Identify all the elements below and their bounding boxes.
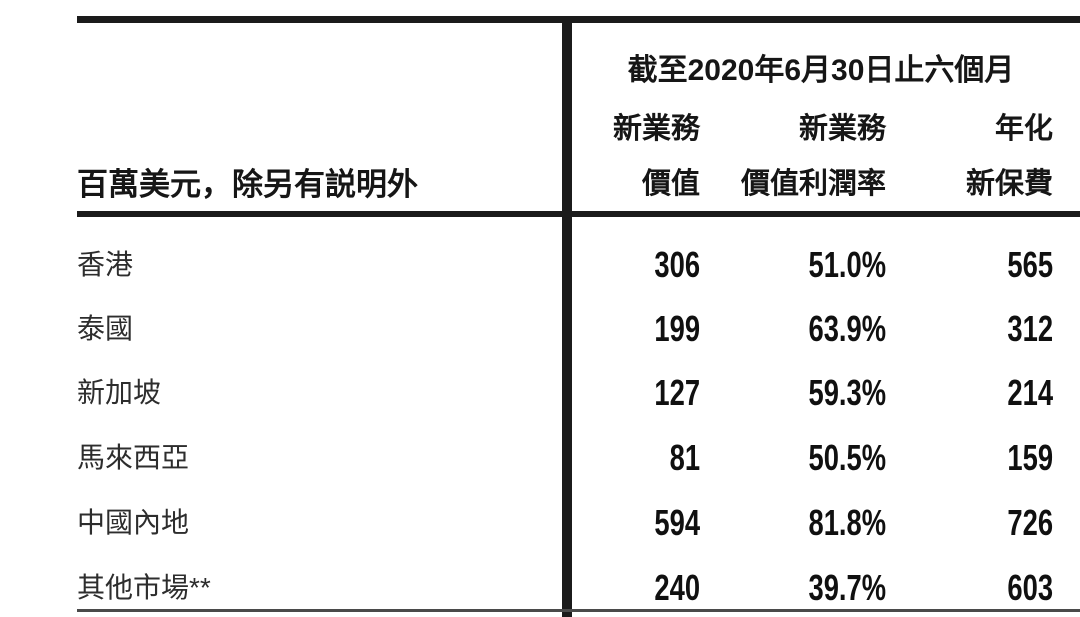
table-row-thailand: 泰國 199 63.9% 312 [0,307,1080,351]
anp-value: 312 [1007,308,1053,349]
unit-note: 百萬美元，除另有説明外 [77,167,418,202]
table-top-border [77,16,1080,23]
table-row-hong-kong: 香港 306 51.0% 565 [0,243,1080,287]
nbv-value: 594 [654,502,700,543]
anp-value: 565 [1007,244,1053,285]
market-label: 其他市場** [77,572,211,603]
market-label: 中國內地 [77,507,190,538]
nbv-value: 306 [654,244,700,285]
nbv-margin-value: 63.9% [808,308,886,349]
market-label: 香港 [77,249,134,280]
column-header-line-1: 年化 [994,113,1053,145]
column-header-line-2: 價值 [641,168,700,200]
nbv-value: 127 [654,372,700,413]
table-bottom-border [77,609,1080,612]
column-header-line-1: 新業務 [798,113,886,145]
column-header-line-1: 新業務 [612,113,700,145]
column-header-line-2: 價值利潤率 [740,168,886,200]
anp-value: 726 [1007,502,1053,543]
nbv-margin-value: 59.3% [808,372,886,413]
nbv-margin-value: 39.7% [808,567,886,608]
anp-value: 603 [1007,567,1053,608]
nbv-value: 240 [654,567,700,608]
nbv-value: 81 [669,437,700,478]
nbv-margin-value: 81.8% [808,502,886,543]
market-label: 馬來西亞 [77,442,190,473]
table-row-malaysia: 馬來西亞 81 50.5% 159 [0,436,1080,480]
table-row-mainland-china: 中國內地 594 81.8% 726 [0,501,1080,545]
column-header-annualized-new-premium: 年化 新保費 [966,102,1053,212]
anp-value: 159 [1007,437,1053,478]
anp-value: 214 [1007,372,1053,413]
table-vertical-divider [562,16,572,617]
nbv-margin-value: 50.5% [808,437,886,478]
table-row-other-markets: 其他市場** 240 39.7% 603 [0,566,1080,610]
period-heading: 截至2020年6月30日止六個月 [627,54,1015,87]
market-label: 新加坡 [77,377,162,408]
nbv-margin-value: 51.0% [808,244,886,285]
table-row-singapore: 新加坡 127 59.3% 214 [0,371,1080,415]
table-header-separator [77,211,1080,217]
nbv-value: 199 [654,308,700,349]
column-header-line-2: 新保費 [965,168,1053,200]
market-label: 泰國 [77,313,134,344]
column-header-value-margin: 新業務 價值利潤率 [741,102,886,212]
column-header-new-business-value: 新業務 價值 [613,102,700,212]
